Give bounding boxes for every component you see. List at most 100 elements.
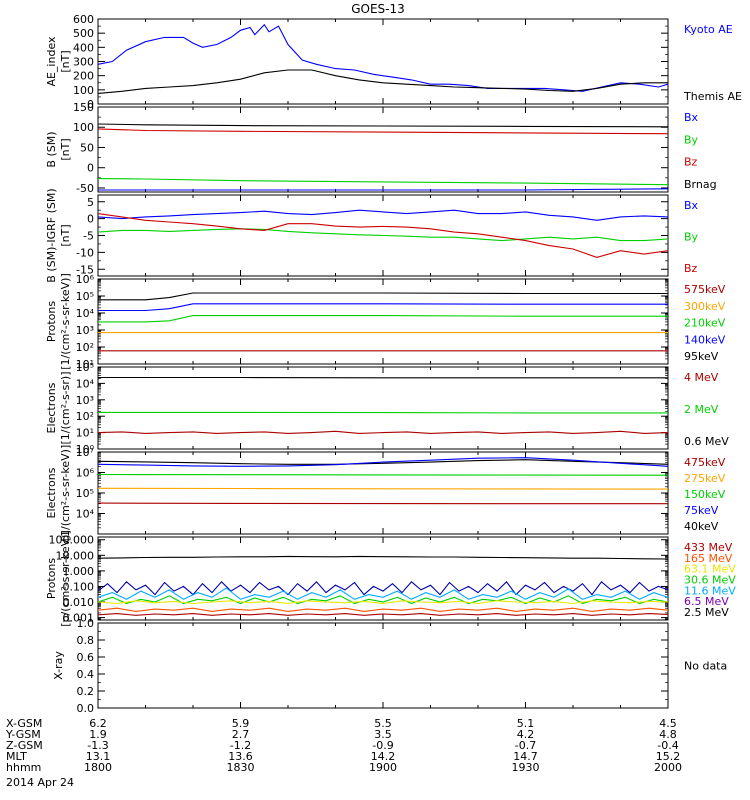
footer-value: 4.8 — [659, 728, 677, 741]
y-tick-label: 150 — [73, 101, 94, 114]
y-tick-label: 10¹ — [76, 358, 94, 371]
footer-value: 1800 — [84, 761, 112, 774]
series-line-210kev — [98, 315, 668, 323]
y-axis-label: AE_index — [45, 36, 58, 87]
y-axis-label: [1/(cm²-s-sr-keV)] — [59, 445, 72, 542]
legend-entry: 2.5 MeV — [684, 606, 729, 619]
y-tick-label: 0.2 — [77, 685, 95, 698]
y-axis-label: [1/(cm²-s-sr-keV)] — [59, 273, 72, 370]
y-tick-label: 10⁴ — [76, 307, 95, 320]
series-line-433-mev — [98, 613, 668, 616]
footer-value: 13.6 — [228, 750, 253, 763]
series-line-165-mev — [98, 607, 668, 612]
y-tick-label: 100 — [73, 121, 94, 134]
legend-entry: 210keV — [684, 317, 726, 330]
legend-entry: 275keV — [684, 472, 726, 485]
footer-row-label: MLT — [6, 750, 27, 763]
y-axis-label: B (SM) — [45, 131, 58, 167]
legend-entry: 0.6 MeV — [684, 435, 729, 448]
series-line-95kev — [98, 292, 668, 301]
y-tick-label: 10³ — [76, 324, 94, 337]
series-line-brnag — [98, 123, 668, 128]
y-axis-label: Electrons — [45, 467, 58, 518]
panel-bigrf: -15 -10 -5 0 5 B (SM)-IGRF (SM) [nT] Bx By Bz — [45, 188, 699, 282]
legend-entry: Kyoto AE — [684, 23, 733, 36]
footer-value: 13.1 — [86, 750, 111, 763]
legend-entry: 2 MeV — [684, 403, 719, 416]
y-axis-label: Protons — [45, 558, 58, 599]
legend-entry: 95keV — [684, 350, 719, 363]
y-tick-label: 0.001 — [63, 612, 95, 625]
series-line-140kev — [98, 303, 668, 312]
footer-value: 4.5 — [659, 717, 677, 730]
series-line-475kev — [98, 502, 668, 505]
footer-value: 14.7 — [513, 750, 538, 763]
y-axis-label: B (SM)-IGRF (SM) — [45, 188, 58, 282]
legend-entry: 300keV — [684, 300, 726, 313]
y-tick-label: -50 — [76, 182, 94, 195]
footer-value: -0.4 — [657, 739, 678, 752]
series-line-275kev — [98, 487, 668, 490]
panel-electrons1: 10⁰ 10¹ 10² 10³ 10⁴ 10⁵ Electrons [1/(cm²-s-sr)… — [45, 361, 729, 456]
footer-value: 14.2 — [371, 750, 396, 763]
y-tick-label: -10 — [76, 246, 94, 259]
y-axis-label: X-ray — [52, 651, 65, 680]
legend-entry: 575keV — [684, 283, 726, 296]
footer-value: -1.3 — [87, 739, 108, 752]
y-tick-label: 10⁵ — [76, 290, 94, 303]
legend-entry: 433 MeV — [684, 541, 733, 554]
y-tick-label: 100 — [73, 84, 94, 97]
panel-frame — [97, 622, 669, 709]
series-line-by — [98, 178, 668, 186]
footer-value: 4.2 — [517, 728, 535, 741]
legend-entry: 30.6 MeV — [684, 574, 736, 587]
series-line-4-mev — [98, 430, 668, 434]
y-tick-label: -5 — [83, 230, 94, 243]
y-tick-label: 0.4 — [77, 668, 95, 681]
footer-value: 1.9 — [89, 728, 107, 741]
series-line-2.5-mev — [98, 555, 668, 560]
legend-entry: 75keV — [684, 504, 719, 517]
y-tick-label: 10⁴ — [76, 377, 95, 390]
y-axis-label: [nT] — [59, 224, 72, 246]
legend-entry: 40keV — [684, 520, 719, 533]
footer-value: 1900 — [369, 761, 397, 774]
y-tick-label: 10¹ — [76, 427, 94, 440]
footer-value: 3.5 — [374, 728, 392, 741]
y-axis-label: [p/(cm²-s-sr-keV)] — [59, 530, 72, 627]
series-line-11.6-mev — [98, 587, 668, 600]
series-line-bx — [98, 209, 668, 221]
series-line-by — [98, 228, 668, 242]
footer-row-label: Y-GSM — [5, 728, 41, 741]
y-axis-label: Electrons — [45, 382, 58, 433]
series-line-75kev — [98, 457, 668, 467]
series-line-bz — [98, 128, 668, 135]
footer-value: 2.7 — [232, 728, 250, 741]
y-tick-label: 10⁰ — [76, 443, 95, 456]
legend-entry: 4 MeV — [684, 371, 719, 384]
footer-value: -1.2 — [230, 739, 251, 752]
y-tick-label: 0.0 — [77, 702, 95, 715]
y-axis-label: [nT] — [59, 138, 72, 160]
footer-row-label: hhmm — [6, 761, 41, 774]
legend-entry: 6.5 MeV — [684, 595, 729, 608]
panel-protons1: 10¹ 10² 10³ 10⁴ 10⁵ 10⁶ Protons [1/(cm²-s-sr-ke… — [45, 273, 726, 371]
legend-entry: Bx — [684, 199, 699, 212]
footer-value: 5.1 — [517, 717, 535, 730]
y-tick-label: 400 — [73, 41, 94, 54]
y-tick-label: 10⁶ — [76, 467, 95, 480]
y-tick-label: 0.8 — [77, 634, 95, 647]
series-line-63.1-mev — [98, 600, 668, 605]
y-tick-label: 600 — [73, 13, 94, 26]
y-tick-label: 0 — [87, 98, 94, 111]
y-tick-label: 0.010 — [63, 596, 95, 609]
y-tick-label: 5 — [87, 196, 94, 209]
series-line-30.6-mev — [98, 595, 668, 605]
y-tick-label: 10³ — [76, 394, 94, 407]
y-tick-label: 200 — [73, 70, 94, 83]
footer-value: 1930 — [512, 761, 540, 774]
footer-value: 1830 — [227, 761, 255, 774]
y-tick-label: 1.0 — [77, 617, 95, 630]
y-tick-label: 10² — [76, 410, 94, 423]
